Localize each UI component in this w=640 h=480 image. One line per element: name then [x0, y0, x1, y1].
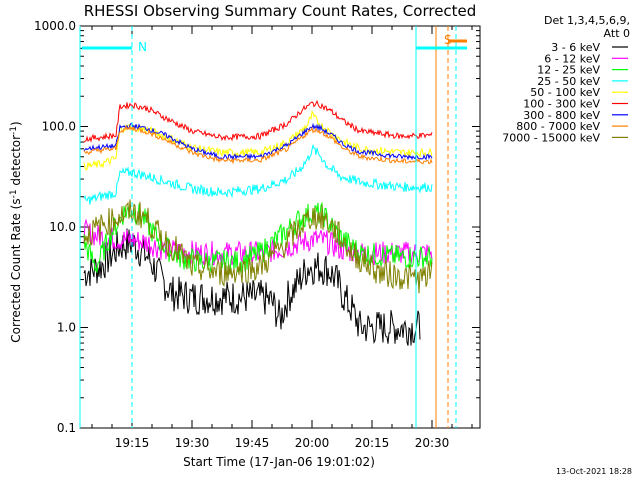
- y-tick-label: 0.1: [57, 421, 76, 435]
- plot-area: 0.1 1.0 10.0 100.0 1000.0 19:15 19:30 19:45 20:0…: [34, 19, 481, 450]
- x-tick-label: 19:30: [175, 436, 210, 450]
- x-tick-label: 20:15: [355, 436, 390, 450]
- series-line: [83, 218, 433, 266]
- flag-label-N: N: [138, 40, 147, 54]
- y-tick-label: 10.0: [49, 220, 76, 234]
- series-line: [83, 125, 433, 165]
- x-tick-label: 19:45: [235, 436, 270, 450]
- x-tick-label: 20:00: [295, 436, 330, 450]
- legend-label: 12 - 25 keV: [537, 64, 600, 77]
- series-line: [83, 99, 433, 144]
- series-line: [83, 228, 421, 346]
- legend-label: 50 - 100 keV: [530, 86, 600, 99]
- x-axis-label: Start Time (17-Jan-06 19:01:02): [183, 455, 375, 469]
- legend-label: 300 - 800 keV: [523, 109, 600, 122]
- legend-label: 3 - 6 keV: [551, 41, 600, 54]
- legend-header-attenuator: Att 0: [604, 27, 630, 40]
- legend-header-detectors: Det 1,3,4,5,6,9,: [544, 14, 630, 27]
- series-line: [83, 143, 433, 205]
- series-line: [83, 109, 433, 171]
- series-line: [83, 122, 433, 161]
- flag-label-S: S: [444, 33, 452, 47]
- y-tick-label: 100.0: [42, 120, 76, 134]
- legend-label: 100 - 300 keV: [523, 98, 600, 111]
- y-tick-label: 1000.0: [34, 19, 76, 33]
- x-tick-label: 20:30: [415, 436, 450, 450]
- legend-label: 7000 - 15000 keV: [502, 131, 600, 144]
- x-tick-label: 19:15: [115, 436, 150, 450]
- legend-label: 800 - 7000 keV: [516, 120, 600, 133]
- footer-date: 13-Oct-2021 18:28: [556, 467, 632, 476]
- series-line: [83, 199, 433, 294]
- y-tick-label: 1.0: [57, 321, 76, 335]
- legend-label: 25 - 50 keV: [537, 75, 600, 88]
- y-axis-label: Corrected Count Rate (s-1 detector-1): [9, 121, 23, 342]
- legend-label: 6 - 12 keV: [544, 52, 600, 65]
- chart-title: RHESSI Observing Summary Count Rates, Co…: [84, 2, 477, 20]
